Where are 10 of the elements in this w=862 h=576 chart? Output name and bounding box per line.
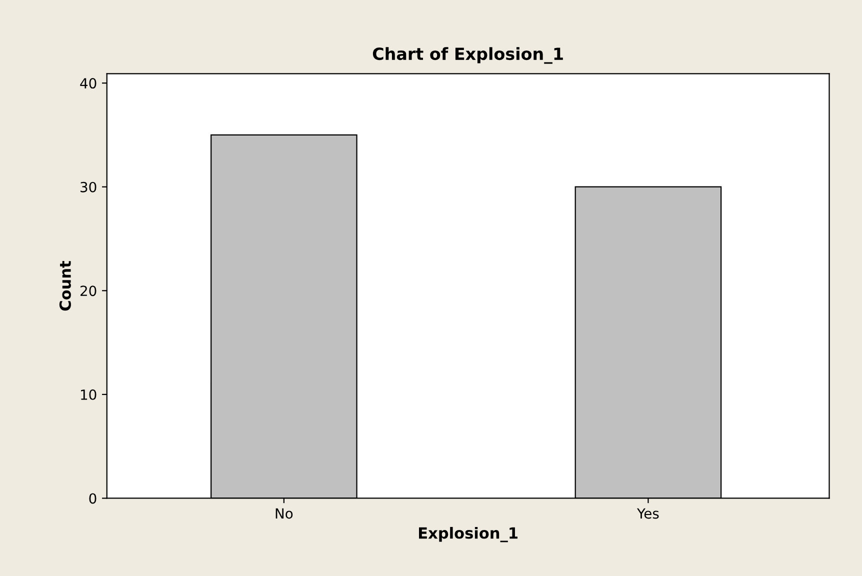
y-tick-label: 10: [81, 389, 96, 400]
y-tick-label: 40: [80, 78, 96, 89]
chart-title: Chart of Explosion_1: [372, 47, 563, 64]
y-axis-title: Count: [59, 260, 71, 311]
x-tick-label: Yes: [636, 508, 659, 519]
x-tick-label: No: [276, 508, 293, 519]
y-tick-label: 30: [80, 182, 96, 192]
y-tick-label: 0: [89, 493, 96, 504]
y-tick-label: 20: [80, 286, 96, 296]
x-axis-title: Explosion_1: [419, 526, 518, 542]
